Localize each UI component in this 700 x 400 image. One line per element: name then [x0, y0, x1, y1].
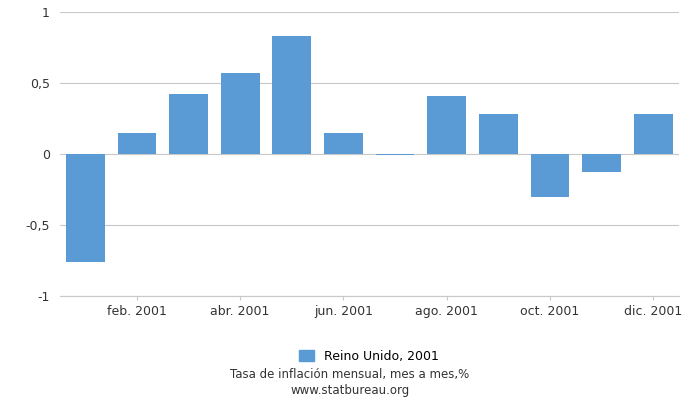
Bar: [634, 114, 673, 154]
Bar: [324, 133, 363, 154]
Text: www.statbureau.org: www.statbureau.org: [290, 384, 410, 397]
Bar: [531, 154, 569, 196]
Bar: [582, 154, 621, 172]
Bar: [169, 94, 208, 154]
Bar: [272, 36, 312, 154]
Bar: [118, 133, 156, 154]
Bar: [66, 154, 105, 262]
Bar: [220, 73, 260, 154]
Bar: [376, 154, 414, 156]
Bar: [427, 96, 466, 154]
Text: Tasa de inflación mensual, mes a mes,%: Tasa de inflación mensual, mes a mes,%: [230, 368, 470, 381]
Bar: [479, 114, 518, 154]
Legend: Reino Unido, 2001: Reino Unido, 2001: [294, 345, 444, 368]
